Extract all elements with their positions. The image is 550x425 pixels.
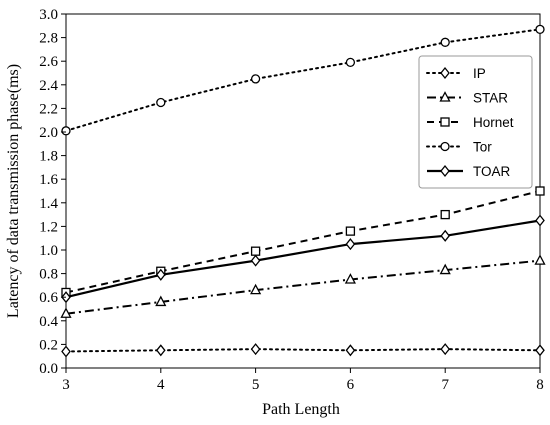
series-tor: [61, 24, 545, 136]
x-tick-label: 3: [62, 377, 70, 393]
y-tick-label: 2.2: [39, 101, 58, 117]
legend-marker-hornet: [440, 117, 450, 127]
legend-label-star: STAR: [473, 91, 508, 106]
y-tick-label: 0.8: [39, 267, 58, 283]
data-point-star: [250, 283, 262, 295]
legend-marker-tor: [440, 141, 450, 152]
data-point-toar: [155, 268, 166, 281]
data-point-hornet: [440, 209, 450, 220]
series-ip: [61, 343, 545, 358]
x-tick-label: 7: [441, 377, 449, 393]
data-point-star: [155, 295, 167, 307]
y-axis-title: Latency of data transmission phase(ms): [5, 64, 22, 318]
y-tick-label: 1.4: [39, 196, 58, 212]
data-point-toar: [345, 238, 356, 251]
legend-label-toar: TOAR: [473, 164, 511, 179]
legend-marker-star: [439, 91, 451, 102]
y-tick-label: 2.6: [39, 54, 58, 70]
legend-label-hornet: Hornet: [473, 115, 514, 130]
data-point-tor: [250, 74, 261, 84]
data-point-ip: [440, 343, 451, 356]
y-tick-label: 2.8: [39, 31, 58, 47]
data-point-hornet: [535, 186, 545, 196]
y-tick-label: 0.0: [39, 361, 58, 377]
data-point-toar: [250, 254, 261, 267]
series-line-toar: [65, 219, 541, 299]
y-tick-label: 1.0: [39, 243, 58, 259]
data-point-star: [344, 273, 356, 284]
data-point-tor: [535, 24, 545, 34]
legend-marker-ip: [440, 66, 450, 80]
y-tick-label: 1.8: [39, 149, 58, 165]
data-point-star: [439, 263, 451, 275]
data-point-ip: [250, 343, 261, 356]
data-point-ip: [61, 345, 71, 358]
data-point-star: [534, 254, 546, 265]
data-point-tor: [345, 57, 356, 68]
series-layer: [60, 24, 546, 358]
data-point-toar: [440, 229, 451, 242]
y-tick-label: 1.6: [39, 172, 58, 188]
series-toar: [61, 214, 545, 304]
y-tick-label: 0.2: [39, 337, 58, 353]
axes: 0.0 0.2 0.4 0.6 0.8 1.0 1.2 1.4 1.6 1.8 2.0 2.2 2.4 2…: [5, 7, 544, 418]
data-point-tor: [440, 37, 450, 47]
x-tick-label: 4: [157, 377, 165, 393]
y-tick-label: 3.0: [39, 7, 58, 23]
data-point-tor: [61, 126, 71, 136]
series-line-ip: [65, 348, 541, 353]
legend-label-tor: Tor: [473, 140, 492, 155]
data-point-hornet: [250, 246, 261, 256]
legend-marker-toar: [440, 164, 450, 178]
x-tick-label: 6: [347, 377, 355, 393]
data-point-tor: [156, 97, 166, 108]
legend-box: [418, 55, 533, 189]
series-star: [60, 254, 546, 318]
data-point-star: [60, 307, 72, 318]
data-point-ip: [345, 344, 356, 357]
y-tick-label: 2.4: [39, 78, 58, 94]
data-point-hornet: [345, 226, 356, 236]
x-tick-label: 5: [252, 377, 260, 393]
data-point-ip: [535, 344, 545, 357]
x-axis-title: Path Length: [262, 401, 340, 418]
series-line-hornet: [65, 190, 541, 294]
legend-label-ip: IP: [473, 66, 486, 81]
y-tick-label: 1.2: [39, 219, 58, 235]
y-tick-label: 0.6: [39, 290, 58, 306]
data-point-ip: [155, 344, 166, 357]
y-tick-label: 2.0: [39, 125, 58, 141]
legend: IP STAR Hornet Tor TOAR: [418, 55, 533, 189]
series-line-star: [65, 259, 541, 315]
y-tick-label: 0.4: [39, 314, 58, 330]
data-point-toar: [535, 214, 545, 227]
x-tick-label: 8: [536, 377, 544, 393]
